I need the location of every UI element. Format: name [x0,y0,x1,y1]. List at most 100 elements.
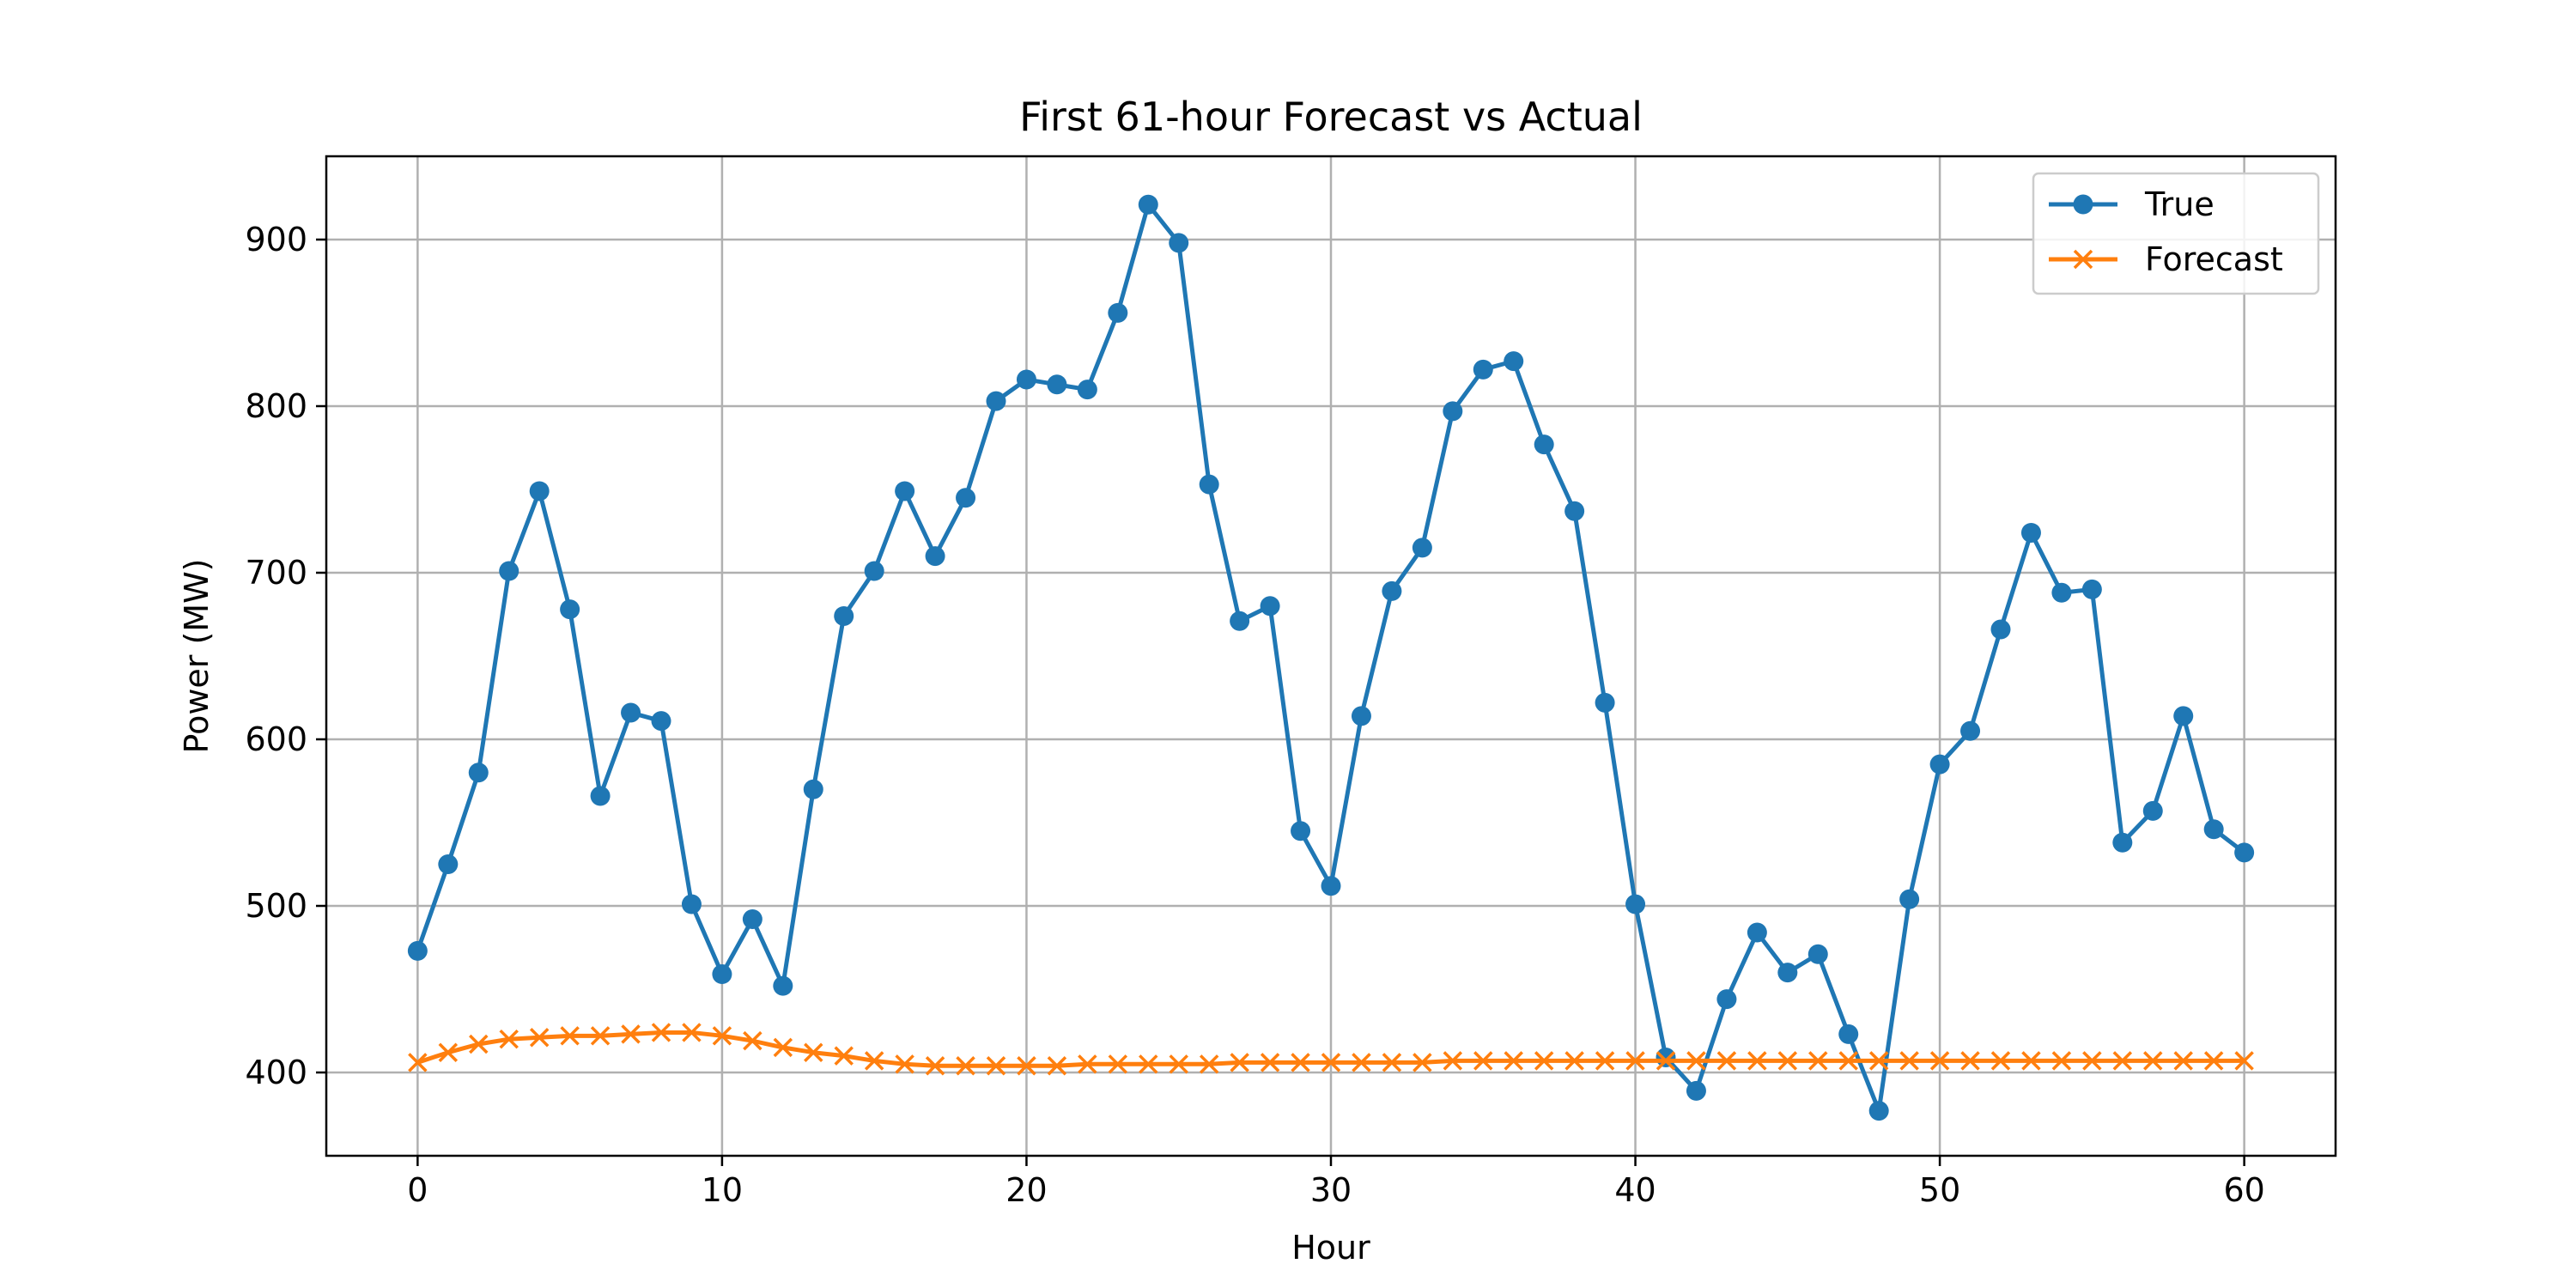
forecast-data-point [1078,1054,1097,1074]
forecast-data-point [408,1053,428,1072]
forecast-data-point [1838,1051,1858,1071]
forecast-data-point [804,1042,823,1062]
true-data-point [864,561,884,581]
true-data-point [1625,894,1646,914]
true-data-point [986,391,1006,411]
true-data-point [1716,989,1737,1010]
x-tick-label: 50 [1919,1171,1960,1209]
forecast-data-point [1139,1054,1158,1074]
forecast-data-point [712,1026,732,1046]
grid-layer [326,156,2336,1156]
true-data-point [773,975,793,996]
forecast-data-point [2173,1051,2193,1071]
true-data-point [499,561,519,581]
true-data-point [1016,369,1036,390]
true-data-point [651,711,671,732]
true-data-point [1504,351,1524,372]
true-data-point [895,481,915,501]
true-data-point [1807,944,1828,964]
forecast-data-point [743,1030,762,1051]
y-tick-label: 700 [245,554,307,592]
forecast-data-point [1260,1053,1280,1072]
forecast-data-point [1595,1051,1615,1071]
x-tick-label: 40 [1614,1171,1656,1209]
forecast-data-point [560,1026,580,1046]
true-data-point [2203,819,2224,840]
y-axis-label: Power (MW) [178,559,216,754]
true-data-point [2081,579,2102,599]
forecast-data-point [1382,1053,1402,1072]
forecast-data-point [1686,1051,1706,1071]
true-data-point [1412,538,1432,558]
forecast-data-point [621,1024,641,1044]
true-data-point [1534,434,1554,455]
true-data-point [1473,359,1493,380]
legend: True Forecast [2032,172,2320,295]
true-data-point [1443,401,1463,422]
x-tick-label: 10 [702,1171,743,1209]
forecast-data-point [1777,1051,1798,1071]
true-data-point [2234,842,2255,863]
true-data-point [407,940,428,961]
true-data-point [1777,963,1798,983]
true-data-point [468,762,489,783]
true-data-point [803,779,823,799]
true-data-point [2020,522,2041,543]
true-data-point [1656,1048,1676,1068]
y-tick-label: 400 [245,1054,307,1091]
forecast-data-point [986,1056,1006,1076]
forecast-data-point [438,1042,459,1062]
forecast-data-point [1504,1051,1523,1071]
forecast-data-point [651,1023,671,1042]
y-tick-label: 900 [245,221,307,258]
forecast-data-point [1230,1053,1249,1072]
forecast-data-point [1291,1053,1310,1072]
true-series [407,194,2255,1121]
true-data-point [1230,611,1250,631]
x-tick-label: 0 [407,1171,428,1209]
forecast-data-point [2143,1051,2163,1071]
y-tick-label: 500 [245,887,307,925]
true-data-point [1169,233,1189,253]
x-tick-label: 20 [1005,1171,1047,1209]
true-data-point [2173,706,2194,726]
legend-marker-true [2073,194,2093,215]
x-tick-label: 60 [2223,1171,2264,1209]
forecast-data-point [2112,1051,2133,1071]
series-layer [407,194,2255,1121]
forecast-data-point [1899,1051,1919,1071]
true-data-point [1960,720,1981,741]
forecast-data-point [956,1056,975,1076]
true-data-point [1564,501,1585,521]
forecast-data-point [1199,1054,1219,1074]
forecast-data-point [1321,1053,1341,1072]
forecast-data-point [1108,1054,1128,1074]
legend-label-forecast: Forecast [2145,240,2283,278]
true-data-point [1686,1080,1706,1101]
tick-layer: 0 10 20 30 40 50 60 400 500 600 700 800 900 [245,221,2264,1209]
forecast-data-point [1929,1051,1950,1071]
x-tick-label: 30 [1310,1171,1352,1209]
true-data-point [712,964,732,985]
y-tick-label: 600 [245,720,307,758]
true-data-point [1351,706,1371,726]
true-data-point [438,854,459,874]
true-data-point [1929,754,1950,775]
forecast-data-point [2051,1051,2072,1071]
true-data-point [1199,474,1219,495]
forecast-data-point [1047,1056,1067,1076]
forecast-data-point [590,1026,611,1046]
true-data-point [681,894,702,914]
forecast-data-point [469,1034,489,1054]
true-data-point [956,488,976,508]
forecast-data-point [1656,1051,1676,1071]
forecast-data-point [2021,1051,2041,1071]
forecast-data-point [1960,1051,1980,1071]
forecast-data-point [925,1056,945,1076]
forecast-data-point [682,1023,702,1042]
forecast-data-point [529,1028,550,1048]
true-data-point [1595,692,1615,713]
forecast-data-point [1747,1051,1767,1071]
legend-label-true: True [2144,185,2215,223]
